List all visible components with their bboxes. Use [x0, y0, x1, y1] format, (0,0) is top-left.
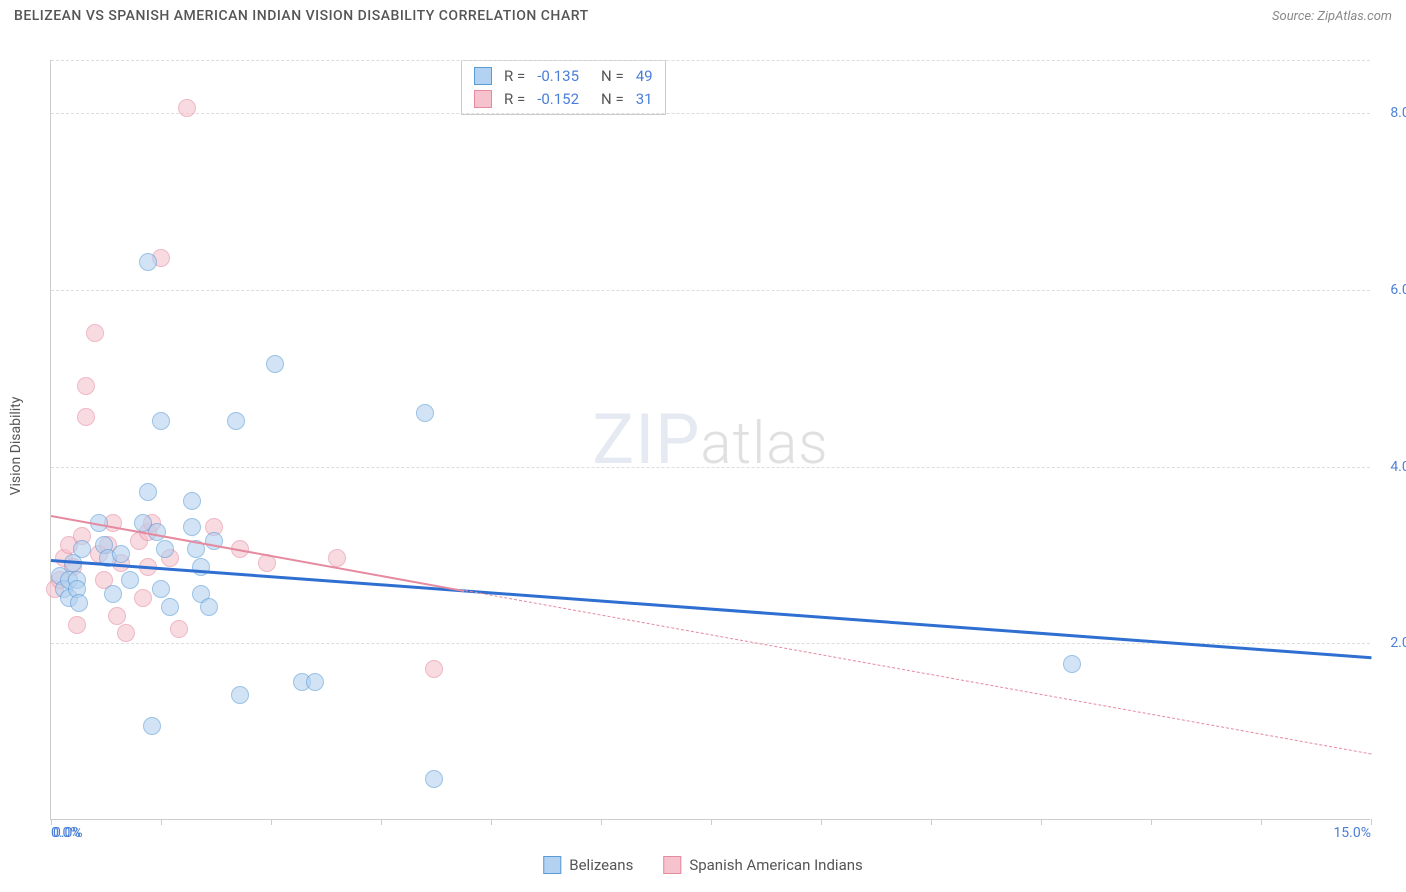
n-value: 49 — [636, 65, 653, 88]
point-blue — [161, 598, 179, 616]
legend-item: Belizeans — [543, 856, 633, 874]
point-blue — [200, 598, 218, 616]
y-axis-label: Vision Disability — [8, 397, 24, 496]
x-tick-mark — [271, 819, 272, 825]
x-tick-mark — [931, 819, 932, 825]
x-tick-mark — [491, 819, 492, 825]
swatch-icon — [663, 856, 681, 874]
x-tick-mark — [1371, 819, 1372, 825]
legend-label: Spanish American Indians — [689, 856, 862, 874]
point-blue — [148, 523, 166, 541]
r-label: R = — [504, 88, 525, 111]
swatch-icon — [474, 90, 492, 108]
legend-item: Spanish American Indians — [663, 856, 862, 874]
point-blue — [416, 404, 434, 422]
swatch-icon — [474, 67, 492, 85]
n-label: N = — [601, 88, 624, 111]
x-tick-mark — [381, 819, 382, 825]
plot-region: ZIPatlas R =-0.135N =49R =-0.152N =31 0.… — [50, 60, 1370, 820]
point-blue — [425, 770, 443, 788]
point-blue — [143, 717, 161, 735]
point-pink — [68, 616, 86, 634]
y-tick-label: 6.0% — [1372, 282, 1406, 298]
point-blue — [139, 483, 157, 501]
n-value: 31 — [636, 88, 653, 111]
point-pink — [117, 624, 135, 642]
corr-legend-row: R = -0.152 N = 31 — [474, 88, 653, 111]
point-blue — [73, 540, 91, 558]
point-pink — [170, 620, 188, 638]
point-pink — [77, 377, 95, 395]
point-pink — [328, 549, 346, 567]
point-blue — [266, 355, 284, 373]
point-blue — [112, 545, 130, 563]
y-tick-label: 4.0% — [1372, 459, 1406, 475]
gridline — [51, 467, 1370, 468]
n-label: N = — [601, 65, 624, 88]
point-blue — [183, 492, 201, 510]
gridline — [51, 60, 1370, 61]
point-blue — [104, 585, 122, 603]
trendline-pink-dash — [465, 590, 1372, 754]
r-value: -0.135 — [537, 65, 579, 88]
point-blue — [139, 253, 157, 271]
r-value: -0.152 — [537, 88, 579, 111]
point-pink — [425, 660, 443, 678]
trendline-blue — [51, 559, 1371, 659]
x-tick-mark — [601, 819, 602, 825]
y-tick-label: 8.0% — [1372, 105, 1406, 121]
point-blue — [70, 594, 88, 612]
series-legend: Belizeans Spanish American Indians — [543, 856, 863, 874]
x-tick-mark — [1261, 819, 1262, 825]
point-blue — [231, 686, 249, 704]
point-pink — [134, 589, 152, 607]
point-blue — [1063, 655, 1081, 673]
point-blue — [152, 412, 170, 430]
swatch-icon — [543, 856, 561, 874]
x-tick-label: 0.0% — [51, 825, 81, 841]
x-tick-mark — [1151, 819, 1152, 825]
x-tick-mark — [1041, 819, 1042, 825]
point-pink — [108, 607, 126, 625]
point-blue — [227, 412, 245, 430]
legend-label: Belizeans — [569, 856, 633, 874]
point-blue — [156, 540, 174, 558]
source-label: Source: ZipAtlas.com — [1272, 9, 1392, 24]
point-pink — [77, 408, 95, 426]
x-tick-label: 15.0% — [1333, 825, 1371, 841]
y-tick-label: 2.0% — [1372, 635, 1406, 651]
point-blue — [183, 518, 201, 536]
watermark: ZIPatlas — [592, 399, 828, 481]
watermark-zip: ZIP — [592, 399, 700, 481]
x-tick-mark — [161, 819, 162, 825]
point-blue — [306, 673, 324, 691]
point-blue — [152, 580, 170, 598]
corr-legend-row: R = -0.135 N = 49 — [474, 65, 653, 88]
x-tick-mark — [711, 819, 712, 825]
gridline — [51, 290, 1370, 291]
x-tick-mark — [821, 819, 822, 825]
r-label: R = — [504, 65, 525, 88]
gridline — [51, 113, 1370, 114]
point-blue — [121, 571, 139, 589]
page-title: BELIZEAN VS SPANISH AMERICAN INDIAN VISI… — [14, 8, 589, 24]
chart-area: ZIPatlas R =-0.135N =49R =-0.152N =31 0.… — [50, 60, 1370, 820]
correlation-legend: R = -0.135 N = 49 R = -0.152 N = 31 — [461, 60, 666, 115]
point-pink — [86, 324, 104, 342]
point-pink — [178, 99, 196, 117]
